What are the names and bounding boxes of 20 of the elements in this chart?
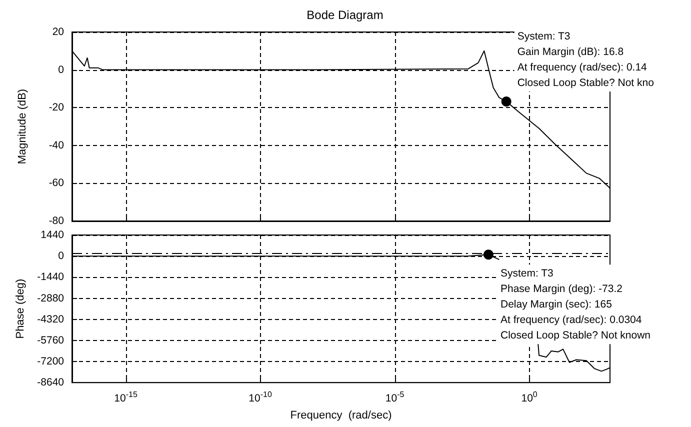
y-axis-title: Phase (deg) [14,278,27,339]
y-tick-label: -80 [48,215,64,227]
y-tick-label: -1440 [37,271,64,284]
annotation: System: T3 Phase Margin (deg): -73.2 Delay Margin (sec): 165 At frequency (rad/sec): 0.0304 Closed Loop Stable? Not known [500,267,651,342]
y-tick-label: -5760 [37,334,64,346]
y-tick-label: -20 [48,102,64,114]
annotation: System: T3 Gain Margin (dB): 16.8 At frequency (rad/sec): 0.14 Closed Loop Stable? Not kno [517,30,654,89]
y-tick-label: 0 [58,250,64,262]
y-tick-label: 0 [58,64,64,76]
y-tick-label: -60 [48,177,64,190]
y-tick-label: -40 [48,139,64,152]
x-axis-title: Frequency (rad/sec) [290,410,392,422]
y-tick-label: -8640 [37,376,64,389]
y-tick-label: -7200 [37,356,64,368]
y-tick-label: -2880 [37,292,64,304]
y-axis-title: Magnitude (dB) [16,88,28,164]
y-tick-label: 20 [52,26,64,38]
y-tick-label: -4320 [37,313,64,326]
y-tick-label: 1440 [40,229,64,241]
chart-title: Bode Diagram [306,8,384,22]
